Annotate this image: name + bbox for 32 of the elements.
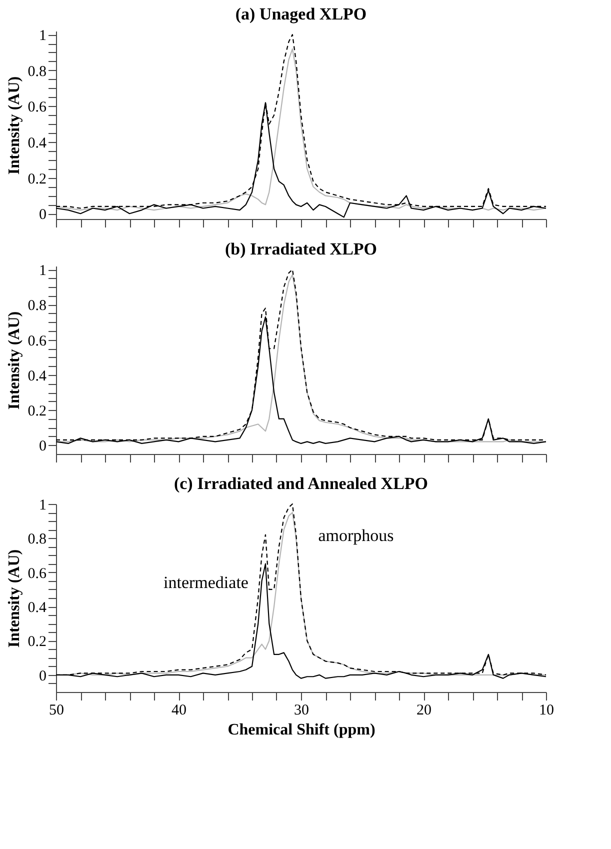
chart-title: (a) Unaged XLPO — [235, 4, 367, 24]
y-tick-label: 0 — [39, 668, 46, 684]
chart-title: (b) Irradiated XLPO — [224, 240, 378, 259]
y-tick-label: 0.6 — [28, 566, 47, 582]
y-tick-label: 0.8 — [28, 532, 46, 548]
y-tick-label: 0 — [39, 438, 46, 455]
y-tick-label: 0.6 — [28, 333, 47, 350]
y-tick-label: 0.6 — [28, 100, 47, 116]
y-tick-label: 1 — [39, 28, 46, 44]
annotation: intermediate — [164, 572, 248, 592]
y-axis-title: Intensity (AU) — [6, 549, 23, 648]
y-tick-label: 1 — [39, 498, 46, 514]
chart-title: (c) Irradiated and Annealed XLPO — [174, 474, 428, 493]
x-tick-label: 20 — [416, 702, 432, 718]
y-tick-label: 0.2 — [28, 404, 46, 420]
x-tick-label: 50 — [49, 702, 64, 718]
x-tick-label: 30 — [294, 702, 309, 718]
y-tick-label: 0.8 — [28, 298, 46, 314]
x-tick-label: 10 — [539, 702, 554, 718]
annotation: amorphous — [318, 526, 394, 545]
y-tick-label: 1 — [39, 263, 46, 280]
y-tick-label: 0.2 — [28, 634, 46, 650]
y-tick-label: 0.8 — [28, 64, 46, 80]
y-axis-title: Intensity (AU) — [6, 311, 23, 410]
y-axis-title: Intensity (AU) — [6, 76, 23, 175]
x-tick-label: 40 — [172, 702, 186, 718]
x-axis-title: Chemical Shift (ppm) — [228, 722, 376, 738]
y-tick-label: 0.4 — [28, 600, 47, 616]
y-tick-label: 0.2 — [28, 171, 46, 188]
y-tick-label: 0 — [39, 207, 46, 224]
y-tick-label: 0.4 — [28, 136, 47, 152]
y-tick-label: 0.4 — [28, 368, 47, 384]
